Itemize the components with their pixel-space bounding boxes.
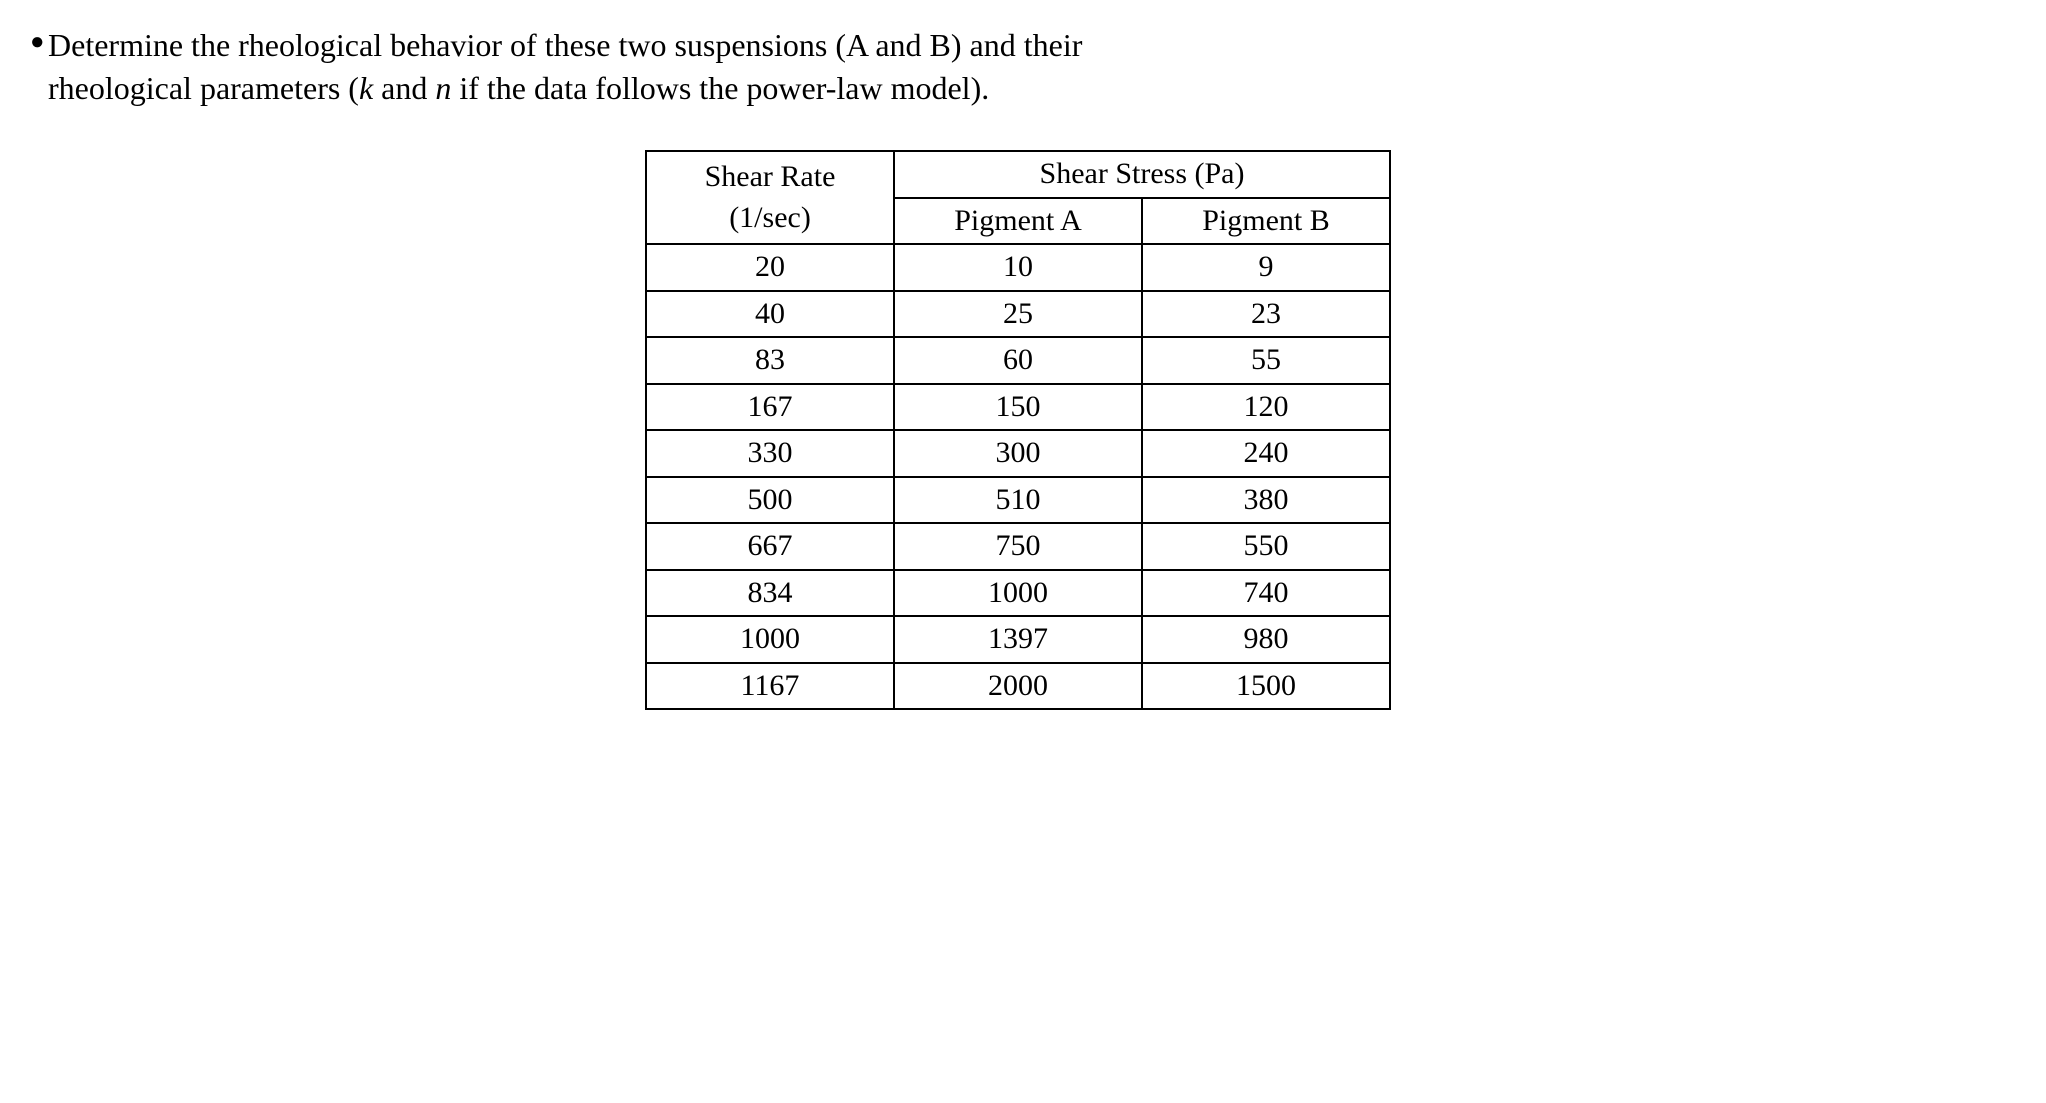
cell-a: 25 — [894, 291, 1142, 338]
cell-a: 300 — [894, 430, 1142, 477]
table-container: Shear Rate (1/sec) Shear Stress (Pa) Pig… — [30, 150, 2006, 710]
cell-a: 10 — [894, 244, 1142, 291]
cell-b: 550 — [1142, 523, 1390, 570]
table-row: 40 25 23 — [646, 291, 1390, 338]
header-shear-stress: Shear Stress (Pa) — [894, 151, 1390, 198]
question-text: Determine the rheological behavior of th… — [48, 24, 2006, 110]
cell-a: 1397 — [894, 616, 1142, 663]
cell-rate: 834 — [646, 570, 894, 617]
table-row: 330 300 240 — [646, 430, 1390, 477]
data-table: Shear Rate (1/sec) Shear Stress (Pa) Pig… — [645, 150, 1391, 710]
cell-b: 240 — [1142, 430, 1390, 477]
cell-rate: 1167 — [646, 663, 894, 710]
cell-b: 740 — [1142, 570, 1390, 617]
param-n: n — [435, 70, 451, 106]
table-row: 500 510 380 — [646, 477, 1390, 524]
cell-rate: 40 — [646, 291, 894, 338]
cell-b: 9 — [1142, 244, 1390, 291]
table-row: 1000 1397 980 — [646, 616, 1390, 663]
cell-rate: 330 — [646, 430, 894, 477]
cell-a: 60 — [894, 337, 1142, 384]
cell-rate: 83 — [646, 337, 894, 384]
cell-a: 150 — [894, 384, 1142, 431]
question-line2-suffix: if the data follows the power-law model)… — [451, 70, 989, 106]
table-header-row-1: Shear Rate (1/sec) Shear Stress (Pa) — [646, 151, 1390, 198]
question-block: ● Determine the rheological behavior of … — [30, 24, 2006, 110]
cell-b: 55 — [1142, 337, 1390, 384]
bullet-icon: ● — [30, 24, 48, 54]
header-pigment-a: Pigment A — [894, 198, 1142, 245]
param-k: k — [359, 70, 373, 106]
cell-b: 120 — [1142, 384, 1390, 431]
cell-rate: 20 — [646, 244, 894, 291]
table-row: 20 10 9 — [646, 244, 1390, 291]
header-shear-rate-line2: (1/sec) — [729, 201, 811, 234]
header-shear-rate: Shear Rate (1/sec) — [646, 151, 894, 244]
table-row: 167 150 120 — [646, 384, 1390, 431]
cell-b: 23 — [1142, 291, 1390, 338]
question-line1: Determine the rheological behavior of th… — [48, 27, 1082, 63]
header-shear-rate-line1: Shear Rate — [705, 160, 836, 193]
cell-b: 380 — [1142, 477, 1390, 524]
cell-b: 1500 — [1142, 663, 1390, 710]
table-row: 834 1000 740 — [646, 570, 1390, 617]
cell-b: 980 — [1142, 616, 1390, 663]
question-and: and — [373, 70, 435, 106]
cell-a: 750 — [894, 523, 1142, 570]
cell-a: 2000 — [894, 663, 1142, 710]
table-row: 667 750 550 — [646, 523, 1390, 570]
header-pigment-b: Pigment B — [1142, 198, 1390, 245]
cell-rate: 167 — [646, 384, 894, 431]
cell-rate: 667 — [646, 523, 894, 570]
cell-rate: 1000 — [646, 616, 894, 663]
table-body: 20 10 9 40 25 23 83 60 55 167 150 120 33… — [646, 244, 1390, 709]
cell-a: 1000 — [894, 570, 1142, 617]
table-row: 1167 2000 1500 — [646, 663, 1390, 710]
cell-a: 510 — [894, 477, 1142, 524]
question-line2-prefix: rheological parameters ( — [48, 70, 359, 106]
table-row: 83 60 55 — [646, 337, 1390, 384]
cell-rate: 500 — [646, 477, 894, 524]
